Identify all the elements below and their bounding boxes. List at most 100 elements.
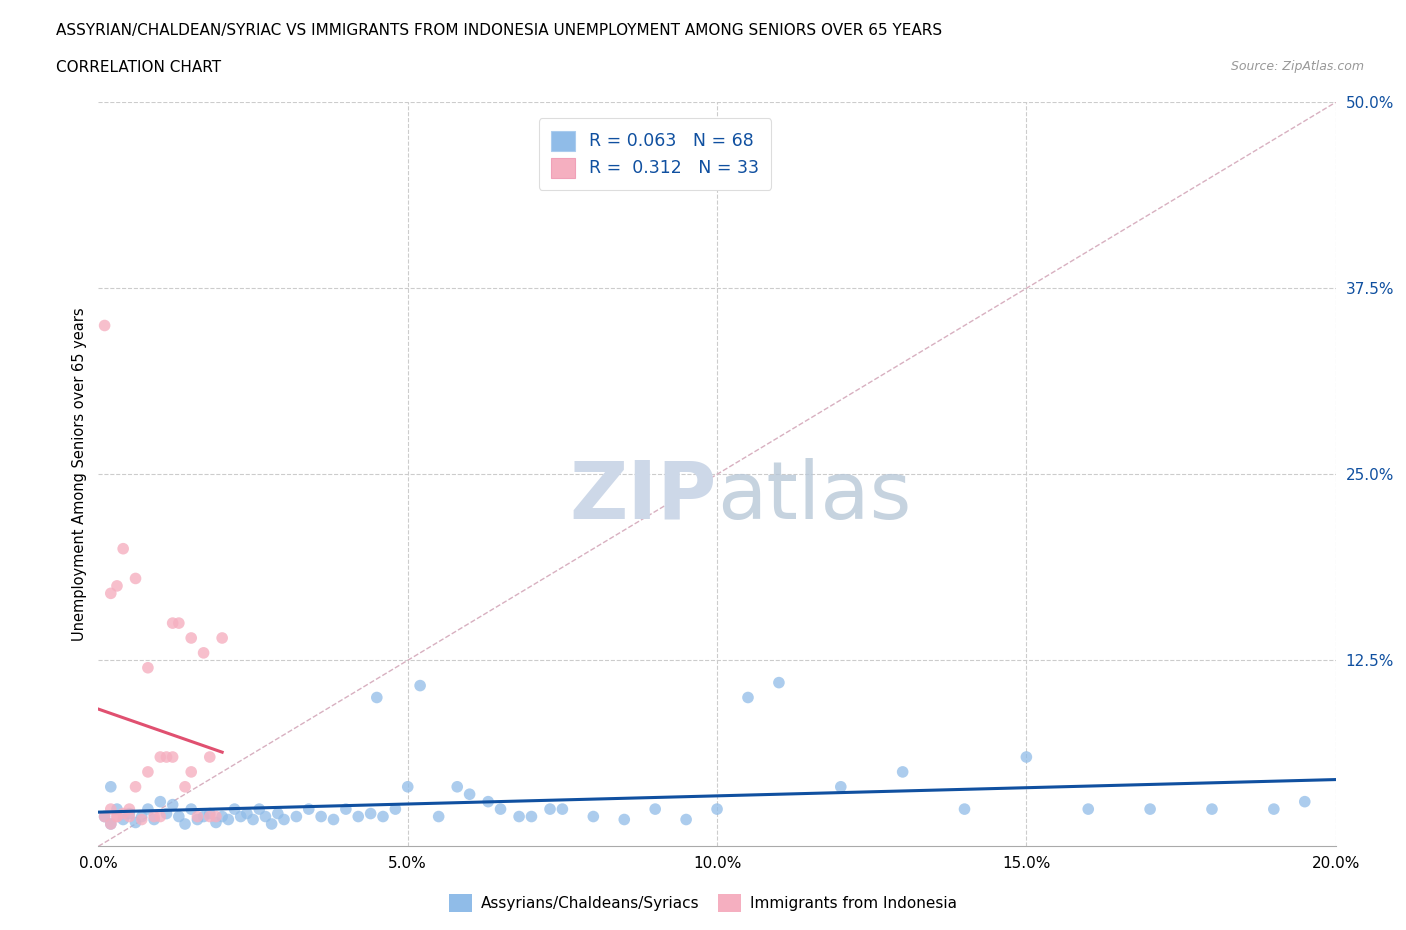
Point — [360, 806, 382, 821]
Point — [118, 802, 141, 817]
Point — [273, 812, 295, 827]
Point — [427, 809, 450, 824]
Point — [149, 794, 172, 809]
Point — [100, 586, 122, 601]
Point — [1077, 802, 1099, 817]
Text: CORRELATION CHART: CORRELATION CHART — [56, 60, 221, 75]
Point — [247, 802, 270, 817]
Point — [477, 794, 499, 809]
Text: Source: ZipAtlas.com: Source: ZipAtlas.com — [1230, 60, 1364, 73]
Point — [149, 809, 172, 824]
Point — [1263, 802, 1285, 817]
Point — [1139, 802, 1161, 817]
Point — [100, 817, 122, 831]
Point — [446, 779, 468, 794]
Point — [162, 797, 184, 812]
Point — [143, 809, 166, 824]
Point — [347, 809, 370, 824]
Point — [105, 578, 128, 593]
Point — [205, 815, 228, 830]
Point — [366, 690, 388, 705]
Point — [953, 802, 976, 817]
Point — [205, 809, 228, 824]
Point — [186, 812, 208, 827]
Point — [167, 809, 190, 824]
Point — [520, 809, 543, 824]
Point — [409, 678, 432, 693]
Point — [136, 764, 159, 779]
Point — [211, 809, 233, 824]
Point — [124, 779, 146, 794]
Point — [155, 750, 177, 764]
Point — [118, 809, 141, 824]
Point — [136, 802, 159, 817]
Point — [131, 809, 153, 824]
Point — [100, 802, 122, 817]
Point — [118, 806, 141, 821]
Point — [335, 802, 357, 817]
Point — [186, 809, 208, 824]
Point — [167, 616, 190, 631]
Point — [1015, 750, 1038, 764]
Point — [105, 809, 128, 824]
Point — [162, 750, 184, 764]
Point — [155, 806, 177, 821]
Point — [93, 809, 115, 824]
Point — [93, 809, 115, 824]
Point — [644, 802, 666, 817]
Point — [105, 809, 128, 824]
Point — [180, 631, 202, 645]
Point — [112, 806, 135, 821]
Point — [229, 809, 252, 824]
Point — [242, 812, 264, 827]
Point — [267, 806, 290, 821]
Point — [830, 779, 852, 794]
Point — [193, 809, 215, 824]
Point — [384, 802, 406, 817]
Point — [217, 812, 239, 827]
Point — [174, 817, 197, 831]
Point — [1294, 794, 1316, 809]
Point — [198, 750, 221, 764]
Point — [180, 764, 202, 779]
Point — [458, 787, 481, 802]
Point — [100, 779, 122, 794]
Point — [396, 779, 419, 794]
Point — [706, 802, 728, 817]
Point — [737, 690, 759, 705]
Point — [260, 817, 283, 831]
Point — [93, 318, 115, 333]
Point — [198, 809, 221, 824]
Point — [180, 802, 202, 817]
Point — [211, 631, 233, 645]
Point — [174, 779, 197, 794]
Point — [613, 812, 636, 827]
Text: atlas: atlas — [717, 458, 911, 536]
Point — [1201, 802, 1223, 817]
Point — [322, 812, 344, 827]
Point — [105, 802, 128, 817]
Point — [768, 675, 790, 690]
Y-axis label: Unemployment Among Seniors over 65 years: Unemployment Among Seniors over 65 years — [72, 308, 87, 641]
Point — [489, 802, 512, 817]
Point — [149, 750, 172, 764]
Text: ASSYRIAN/CHALDEAN/SYRIAC VS IMMIGRANTS FROM INDONESIA UNEMPLOYMENT AMONG SENIORS: ASSYRIAN/CHALDEAN/SYRIAC VS IMMIGRANTS F… — [56, 23, 942, 38]
Point — [582, 809, 605, 824]
Point — [136, 660, 159, 675]
Point — [236, 806, 259, 821]
Point — [285, 809, 308, 824]
Point — [675, 812, 697, 827]
Point — [254, 809, 277, 824]
Point — [124, 571, 146, 586]
Point — [112, 812, 135, 827]
Point — [100, 817, 122, 831]
Legend: Assyrians/Chaldeans/Syriacs, Immigrants from Indonesia: Assyrians/Chaldeans/Syriacs, Immigrants … — [443, 888, 963, 918]
Point — [309, 809, 332, 824]
Point — [551, 802, 574, 817]
Text: ZIP: ZIP — [569, 458, 717, 536]
Point — [891, 764, 914, 779]
Point — [508, 809, 530, 824]
Point — [143, 812, 166, 827]
Point — [131, 812, 153, 827]
Point — [162, 616, 184, 631]
